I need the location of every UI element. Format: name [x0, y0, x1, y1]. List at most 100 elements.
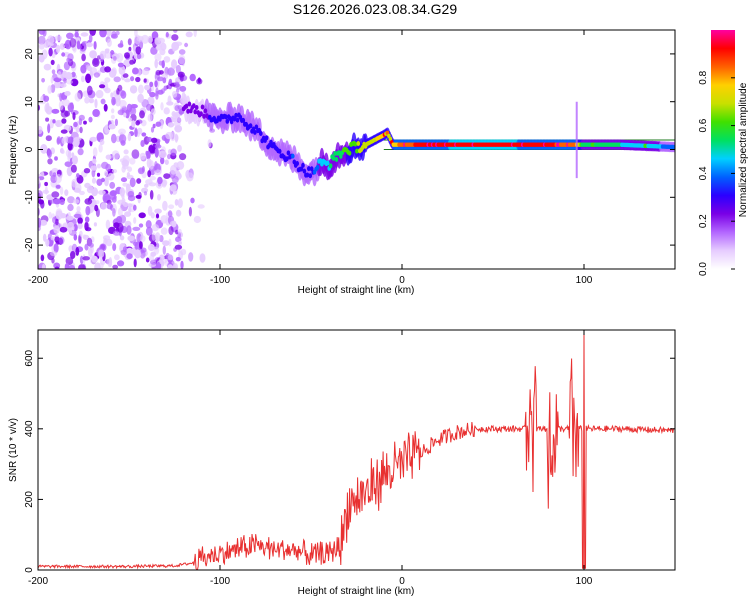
noise-blob [72, 112, 76, 120]
noise-blob [88, 116, 93, 123]
noise-blob [147, 205, 153, 216]
noise-blob [110, 92, 114, 99]
noise-blob [123, 59, 131, 68]
noise-blob [112, 56, 117, 61]
ridge-core [356, 141, 361, 146]
noise-blob [114, 254, 120, 261]
ridge-core [333, 151, 337, 156]
noise-blob [111, 169, 118, 174]
noise-blob [130, 76, 135, 82]
noise-blob [78, 264, 86, 269]
noise-blob [65, 79, 73, 85]
y-tick-label: 0 [24, 146, 35, 152]
noise-blob [144, 84, 150, 91]
noise-blob [68, 264, 76, 269]
noise-blob [135, 120, 140, 126]
noise-blob [168, 78, 173, 84]
noise-blob [102, 81, 109, 92]
noise-blob [47, 35, 55, 46]
noise-blob [160, 227, 168, 235]
ridge-core [328, 163, 333, 169]
noise-blob [171, 59, 178, 70]
noise-blob [155, 90, 159, 100]
noise-blob [84, 96, 90, 104]
noise-blob [70, 78, 79, 87]
y-tick-label: 200 [24, 491, 35, 508]
noise-blob [147, 35, 153, 44]
noise-blob [104, 77, 111, 83]
noise-blob [126, 225, 132, 235]
snr-line [38, 330, 675, 570]
noise-blob [90, 165, 98, 171]
noise-blob [77, 223, 83, 228]
noise-blob [75, 246, 80, 256]
noise-blob [155, 69, 162, 76]
noise-blob [73, 213, 82, 219]
noise-blob [38, 217, 42, 228]
noise-blob [51, 191, 60, 198]
noise-blob [117, 222, 124, 233]
noise-blob [61, 118, 67, 124]
noise-blob [55, 210, 63, 220]
noise-blob [86, 42, 93, 48]
y-tick-label: 600 [24, 349, 35, 366]
noise-blob [40, 200, 45, 209]
noise-blob [193, 30, 197, 38]
noise-blob [133, 217, 137, 224]
ridge-core [241, 117, 246, 123]
ridge-core [308, 173, 313, 179]
snr-panel: -200 -100 0 100 0 200 400 600 Height of straig… [8, 329, 676, 597]
noise-blob [127, 133, 132, 142]
noise-blob [55, 218, 59, 226]
noise-blob [54, 119, 63, 128]
noise-blob [92, 57, 100, 67]
noise-blob [163, 173, 171, 180]
x-tick-label: -100 [210, 576, 230, 587]
noise-blob [59, 226, 68, 233]
noise-blob [64, 91, 71, 96]
noise-blob [55, 173, 62, 184]
noise-blob [167, 264, 174, 269]
noise-blob [162, 200, 168, 211]
noise-blob [174, 244, 183, 250]
noise-blob [177, 144, 182, 152]
noise-blob [84, 198, 93, 205]
noise-blob [144, 183, 149, 188]
noise-blob [171, 34, 179, 41]
ridge-core [186, 108, 190, 114]
noise-blob [59, 186, 64, 195]
colorbar-tick-label: 0.8 [698, 70, 709, 84]
ridge-core [347, 150, 352, 156]
noise-blob [109, 181, 116, 189]
noise-blob [79, 190, 85, 196]
noise-blob [139, 240, 143, 250]
noise-blob [141, 34, 149, 44]
ridge-core [199, 111, 203, 117]
noise-blob [42, 30, 47, 37]
noise-blob [155, 121, 162, 127]
noise-blob [116, 88, 120, 96]
noise-blob [150, 108, 156, 115]
noise-blob [110, 33, 118, 39]
noise-blob [167, 67, 175, 76]
noise-blob [177, 105, 183, 110]
noise-blob [62, 223, 69, 228]
noise-blob [47, 149, 52, 159]
noise-blob [124, 78, 131, 83]
noise-blob [117, 207, 123, 217]
ridge-core [244, 121, 248, 127]
noise-blob [70, 251, 76, 259]
noise-blob [83, 234, 90, 241]
y-tick-label: 20 [24, 48, 35, 60]
noise-blob [40, 254, 45, 262]
noise-blob [149, 176, 156, 181]
noise-blob [92, 147, 98, 158]
noise-blob [175, 257, 181, 262]
noise-blob [50, 236, 55, 241]
noise-blob [38, 43, 45, 50]
noise-blob [61, 137, 67, 145]
colorbar-gradient [711, 30, 735, 269]
noise-blob [106, 38, 112, 48]
noise-blob [100, 98, 106, 105]
